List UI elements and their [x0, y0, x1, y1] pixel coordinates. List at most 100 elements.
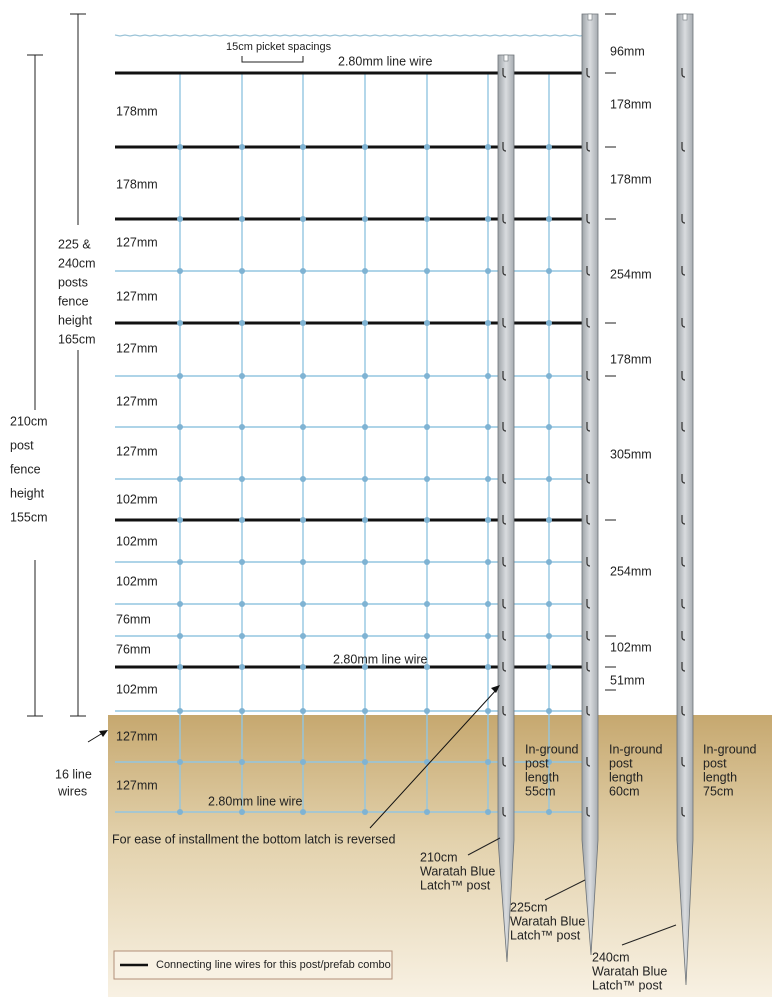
latch — [681, 557, 686, 567]
knot — [424, 809, 430, 815]
latch — [586, 706, 591, 716]
post-label: Latch™ post — [510, 928, 581, 942]
in-ground-label: 55cm — [525, 784, 556, 798]
knot — [362, 601, 368, 607]
knot — [177, 144, 183, 150]
spacing-label: 102mm — [116, 492, 158, 506]
in-ground-label: post — [703, 756, 727, 770]
knot — [424, 373, 430, 379]
in-ground-label: In-ground — [609, 742, 663, 756]
barbed-wire — [114, 34, 596, 37]
latch — [502, 706, 507, 716]
knot — [546, 144, 552, 150]
knot — [485, 320, 491, 326]
knot — [485, 476, 491, 482]
spacing-label: 102mm — [610, 640, 652, 654]
knot — [239, 559, 245, 565]
knot — [424, 759, 430, 765]
knot — [239, 320, 245, 326]
post-label: Waratah Blue — [510, 914, 585, 928]
latch — [586, 371, 591, 381]
knot — [300, 476, 306, 482]
latch — [502, 631, 507, 641]
knot — [485, 633, 491, 639]
knot — [424, 424, 430, 430]
in-ground-label: length — [609, 770, 643, 784]
knot — [300, 759, 306, 765]
latch — [502, 557, 507, 567]
spacing-label: 178mm — [116, 104, 158, 118]
knot — [300, 559, 306, 565]
post-notch — [587, 13, 593, 21]
knot — [546, 373, 552, 379]
latch — [681, 757, 686, 767]
knot — [300, 268, 306, 274]
knot — [546, 320, 552, 326]
height-label: 165cm — [58, 332, 96, 346]
height-label: post — [10, 438, 34, 452]
in-ground-label: 60cm — [609, 784, 640, 798]
knot — [362, 809, 368, 815]
steel-post — [676, 13, 694, 986]
knot — [424, 144, 430, 150]
latch — [586, 318, 591, 328]
knot — [177, 517, 183, 523]
knot — [300, 517, 306, 523]
knot — [546, 216, 552, 222]
knot — [546, 559, 552, 565]
latch — [586, 557, 591, 567]
knot — [177, 633, 183, 639]
post-body — [581, 13, 599, 956]
in-ground-label: In-ground — [525, 742, 579, 756]
height-label: 240cm — [58, 256, 96, 270]
knot — [546, 517, 552, 523]
latch — [586, 515, 591, 525]
knot — [177, 664, 183, 670]
knot — [485, 809, 491, 815]
latch — [502, 422, 507, 432]
knot — [239, 759, 245, 765]
spacing-label: 76mm — [116, 642, 151, 656]
knot — [300, 216, 306, 222]
spacing-label: 254mm — [610, 267, 652, 281]
post-label: Latch™ post — [592, 978, 663, 992]
steel-post — [581, 13, 599, 956]
latch — [586, 68, 591, 78]
knot — [424, 633, 430, 639]
latch — [502, 214, 507, 224]
latch — [502, 474, 507, 484]
knot — [362, 517, 368, 523]
in-ground-label: 75cm — [703, 784, 734, 798]
spacing-label: 102mm — [116, 682, 158, 696]
knot — [485, 708, 491, 714]
spacing-label: 127mm — [116, 444, 158, 458]
knot — [177, 424, 183, 430]
latch — [681, 662, 686, 672]
latch — [502, 266, 507, 276]
in-ground-label: post — [525, 756, 549, 770]
leader — [467, 837, 501, 856]
knot — [177, 601, 183, 607]
knot — [424, 476, 430, 482]
spacing-label: 51mm — [610, 673, 645, 687]
knot — [424, 216, 430, 222]
height-label: fence — [58, 294, 89, 308]
height-label: height — [10, 486, 45, 500]
note: For ease of installment the bottom latch… — [112, 832, 396, 846]
picket-bracket — [241, 56, 304, 63]
height-label: posts — [58, 275, 88, 289]
knot — [546, 759, 552, 765]
knot — [177, 216, 183, 222]
knot — [362, 708, 368, 714]
latch — [502, 757, 507, 767]
knot — [177, 809, 183, 815]
spacing-label: 178mm — [116, 177, 158, 191]
knot — [362, 144, 368, 150]
arrow-head — [491, 685, 500, 693]
latch — [681, 631, 686, 641]
latch — [681, 318, 686, 328]
height-label: height — [58, 313, 93, 327]
in-ground-label: In-ground — [703, 742, 757, 756]
knot — [362, 633, 368, 639]
